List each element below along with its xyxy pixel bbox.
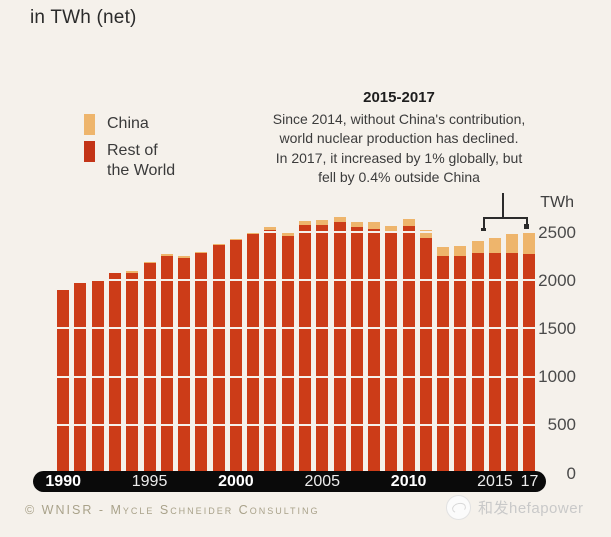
bar-rest-of-world-2009 <box>385 232 398 473</box>
bar-rest-of-world-1995 <box>143 262 156 473</box>
bar-rest-of-world-2014 <box>471 252 484 473</box>
x-axis-bar <box>33 471 546 492</box>
bar-rest-of-world-2013 <box>454 255 467 473</box>
bar-rest-of-world-2008 <box>368 228 381 473</box>
bar-rest-of-world-2015 <box>488 253 501 473</box>
bar-china-1996 <box>160 254 173 256</box>
gridline-1000 <box>50 375 542 378</box>
bar-china-2015 <box>488 237 501 254</box>
y-tick-label-2000: 2000 <box>538 270 576 290</box>
bar-china-2004 <box>298 220 311 226</box>
bracket-left-dot <box>481 228 486 233</box>
x-tick-label-2005: 2005 <box>304 473 341 490</box>
gridline-500 <box>50 423 542 426</box>
bar-china-2005 <box>316 219 329 225</box>
legend-item-china: China <box>84 114 175 135</box>
x-tick-label-2015: 2015 <box>477 473 513 490</box>
rest-of-world-color-swatch <box>84 141 95 162</box>
bar-china-2006 <box>333 216 346 223</box>
bar-rest-of-world-2007 <box>350 227 363 473</box>
bar-china-2013 <box>454 245 467 256</box>
bar-china-1997 <box>178 256 191 258</box>
annotation-line: In 2017, it increased by 1% globally, bu… <box>275 149 523 166</box>
y-tick-label-500: 500 <box>547 415 576 435</box>
x-tick-label-1995: 1995 <box>131 473 168 490</box>
bar-china-2016 <box>506 234 519 254</box>
annotation-line: fell by 0.4% outside China <box>318 169 480 185</box>
y-tick-label-2500: 2500 <box>538 222 576 242</box>
bar-rest-of-world-2003 <box>281 235 294 473</box>
bar-china-1994 <box>126 271 139 273</box>
legend-label-line1: Rest of <box>107 142 158 159</box>
bar-rest-of-world-2006 <box>333 222 346 473</box>
watermark-text: 和发hefapower <box>478 500 584 517</box>
bar-china-2014 <box>471 240 484 253</box>
annotation-heading: 2015-2017 <box>363 89 435 106</box>
gridline-1500 <box>50 327 542 330</box>
x-tick-label-2010: 2010 <box>390 473 427 490</box>
bar-china-2007 <box>350 221 363 228</box>
bar-rest-of-world-2012 <box>437 255 450 473</box>
bar-rest-of-world-1991 <box>74 283 87 473</box>
gridline-2500 <box>50 231 542 233</box>
legend-label-line2: the World <box>107 162 176 179</box>
bar-rest-of-world-2000 <box>229 240 242 473</box>
legend: China Rest of the World <box>84 114 175 187</box>
y-tick-label-1500: 1500 <box>538 318 576 338</box>
bar-rest-of-world-2011 <box>419 238 432 473</box>
bar-rest-of-world-1998 <box>195 253 208 473</box>
bar-rest-of-world-2005 <box>316 224 329 473</box>
legend-item-rest-of-world: Rest of the World <box>84 141 175 181</box>
bar-rest-of-world-1993 <box>109 273 121 473</box>
y-tick-label-0: 0 <box>566 463 576 483</box>
bracket-stem <box>502 193 504 219</box>
annotation-2015-2017: 2015-2017 Since 2014, without China's co… <box>232 88 566 188</box>
bracket-left-tick <box>483 217 485 230</box>
bar-china-2008 <box>368 222 381 229</box>
annotation-line: Since 2014, without China's contribution… <box>272 110 526 127</box>
bar-china-2003 <box>281 231 294 236</box>
bar-china-2000 <box>229 238 242 241</box>
bar-rest-of-world-2001 <box>247 233 260 473</box>
bar-rest-of-world-1996 <box>160 255 173 473</box>
annotation-line: world nuclear production has declined. <box>279 130 519 146</box>
page-title: in TWh (net) <box>30 7 137 28</box>
bracket-horizontal <box>483 217 528 219</box>
gridline-2000 <box>50 279 542 282</box>
bar-rest-of-world-2002 <box>264 229 277 473</box>
copyright-text: © WNISR - Mycle Schneider Consulting <box>25 503 320 517</box>
x-tick-label-2000: 2000 <box>218 473 254 490</box>
bar-china-2002 <box>264 227 277 230</box>
bar-rest-of-world-2017 <box>523 254 536 473</box>
bar-china-2009 <box>385 226 398 233</box>
china-color-swatch <box>84 114 95 135</box>
legend-label-china: China <box>107 115 149 132</box>
bar-china-1995 <box>143 261 156 263</box>
bracket-right-tick <box>526 217 528 226</box>
bar-rest-of-world-2004 <box>298 225 311 473</box>
bar-china-2017 <box>523 231 536 255</box>
bar-rest-of-world-1999 <box>212 245 225 473</box>
legend-label-rest-of-world: Rest of the World <box>107 141 175 181</box>
x-tick-label-17: 17 <box>520 473 539 490</box>
x-tick-label-1990: 1990 <box>45 473 81 490</box>
bar-china-1999 <box>212 243 225 245</box>
watermark-logo-icon <box>446 495 471 520</box>
bar-rest-of-world-2010 <box>402 226 415 473</box>
y-tick-label-1000: 1000 <box>538 367 576 387</box>
bar-rest-of-world-1994 <box>126 272 139 473</box>
bar-rest-of-world-1990 <box>57 290 70 473</box>
bar-china-2011 <box>419 230 432 239</box>
bracket-right-dot <box>524 224 529 229</box>
bar-china-2012 <box>437 246 450 256</box>
bar-rest-of-world-1997 <box>178 257 191 473</box>
y-axis-unit-label: TWh <box>540 194 574 211</box>
watermark: 和发hefapower <box>446 495 584 520</box>
bar-china-2010 <box>402 219 415 227</box>
bar-rest-of-world-2016 <box>506 253 519 473</box>
bar-china-1998 <box>195 252 208 254</box>
